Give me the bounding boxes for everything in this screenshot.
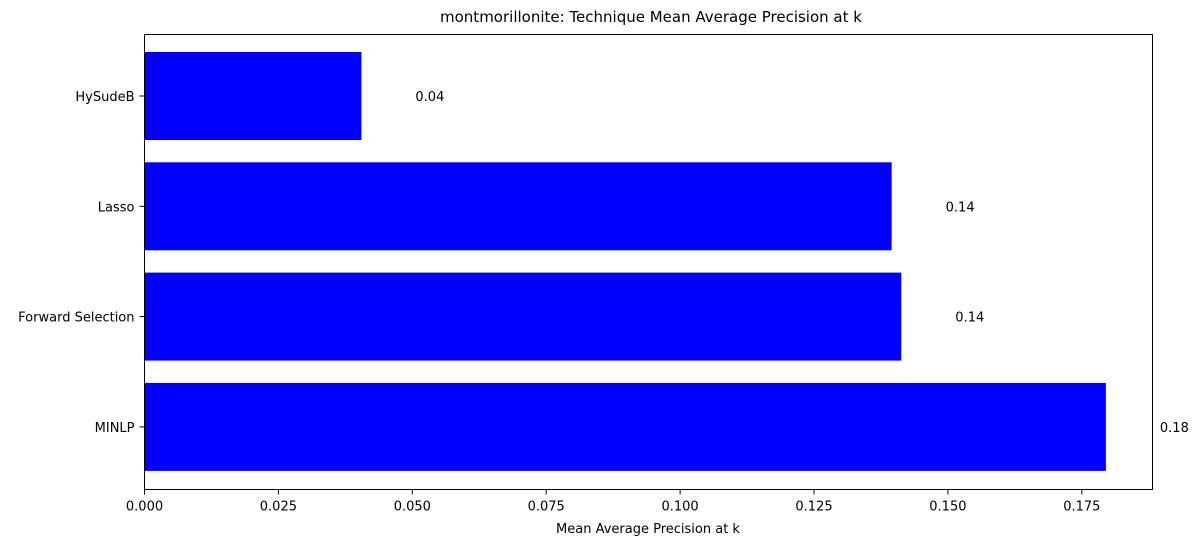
y-tick-label: Lasso xyxy=(98,200,135,215)
x-tick-label: 0.125 xyxy=(795,500,832,515)
bar-value-label: 0.14 xyxy=(955,311,984,326)
x-tick-label: 0.100 xyxy=(661,500,698,515)
y-tick-label: Forward Selection xyxy=(18,311,134,326)
x-tick-label: 0.050 xyxy=(394,500,431,515)
y-axis: HySudeB Lasso Forward Selection MINLP xyxy=(18,90,145,436)
bar-value-label: 0.14 xyxy=(946,200,975,215)
x-axis-label: Mean Average Precision at k xyxy=(556,522,740,537)
chart-title: montmorillonite: Technique Mean Average … xyxy=(440,8,862,26)
y-tick-label: HySudeB xyxy=(75,90,134,105)
x-tick-label: 0.150 xyxy=(929,500,966,515)
x-tick-label: 0.075 xyxy=(528,500,565,515)
x-axis: 0.000 0.025 0.050 0.075 0.100 0.125 0.150 0.175 xyxy=(126,489,1100,515)
bar-value-label: 0.18 xyxy=(1160,421,1189,436)
bar-lasso xyxy=(144,162,892,251)
bars-layer xyxy=(144,52,1106,471)
bar-forward-selection xyxy=(144,272,902,361)
plot-frame xyxy=(144,34,1153,490)
bar-hysudeb xyxy=(144,52,362,140)
labels-layer: 0.04 0.14 0.14 0.18 xyxy=(415,90,1188,436)
y-tick-label: MINLP xyxy=(95,421,135,436)
bar-value-label: 0.04 xyxy=(415,90,444,105)
x-tick-label: 0.025 xyxy=(260,500,297,515)
x-tick-label: 0.000 xyxy=(126,500,163,515)
x-tick-label: 0.175 xyxy=(1063,500,1100,515)
bar-minlp xyxy=(144,382,1106,471)
